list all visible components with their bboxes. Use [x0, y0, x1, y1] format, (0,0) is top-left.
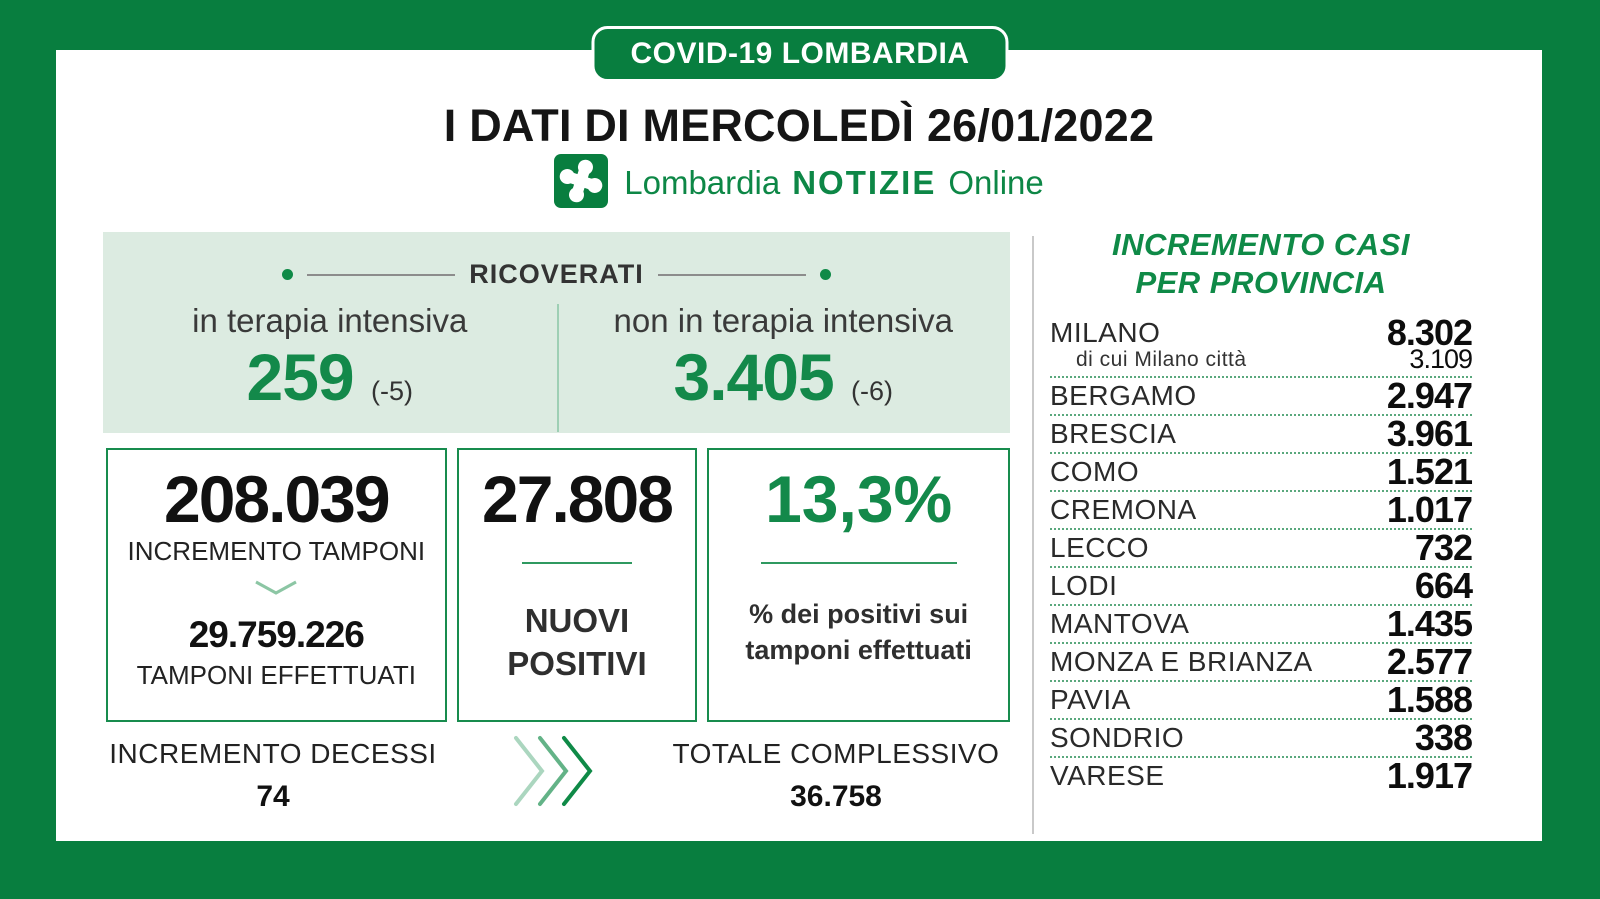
terapia-intensiva-label: in terapia intensiva: [192, 302, 468, 339]
non-terapia-intensiva-column: non in terapia intensiva 3.405 (-6): [557, 302, 1011, 410]
ricoverati-section: RICOVERATI in terapia intensiva 259 (-5)…: [103, 232, 1010, 433]
panel-vertical-divider: [1032, 236, 1034, 834]
divider-line: [760, 562, 957, 564]
province-value: 1.017: [1386, 488, 1473, 530]
province-row-pavia: PAVIA 1.588: [1050, 678, 1473, 720]
province-value: 2.577: [1386, 640, 1473, 682]
province-value: 2.947: [1386, 374, 1473, 416]
province-value: 1.521: [1386, 450, 1473, 492]
page-title: I DATI DI MERCOLEDÌ 26/01/2022: [443, 100, 1155, 151]
column-divider: [556, 304, 559, 432]
content-area: I DATI DI MERCOLEDÌ 26/01/2022 Lomba: [56, 50, 1542, 841]
province-row-sondrio: SONDRIO 338: [1050, 716, 1473, 758]
province-subrow-milano-citta: di cui Milano città 3.109: [1050, 344, 1473, 375]
province-panel-title-line2: PER PROVINCIA: [1135, 264, 1387, 300]
ricoverati-header: RICOVERATI: [103, 259, 1010, 290]
province-value: 3.109: [1409, 344, 1473, 375]
province-value: 338: [1414, 716, 1473, 758]
province-value: 1.588: [1386, 678, 1473, 720]
province-panel-title: INCREMENTO CASI PER PROVINCIA: [1050, 226, 1472, 302]
province-row-mantova: MANTOVA 1.435: [1050, 602, 1473, 644]
non-terapia-intensiva-value: 3.405: [673, 340, 834, 414]
bullet-dot-icon: [282, 269, 294, 280]
province-name: LECCO: [1050, 531, 1149, 563]
percentuale-positivi-box: 13,3% % dei positivi sui tamponi effettu…: [707, 448, 1010, 722]
header-line: [307, 273, 456, 276]
province-name: MANTOVA: [1050, 607, 1190, 639]
lombardia-notizie-logo: Lombardia NOTIZIE Online: [56, 153, 1542, 213]
totale-complessivo-value: 36.758: [790, 780, 882, 813]
non-terapia-intensiva-delta: (-6): [851, 376, 893, 406]
tamponi-box: 208.039 INCREMENTO TAMPONI 29.759.226 TA…: [106, 448, 447, 722]
tamponi-effettuati-value: 29.759.226: [188, 614, 365, 655]
province-name: BRESCIA: [1050, 417, 1177, 449]
non-terapia-intensiva-label: non in terapia intensiva: [613, 302, 953, 339]
province-name: MILANO: [1050, 316, 1161, 348]
province-row-lodi: LODI 664: [1050, 564, 1473, 606]
totale-complessivo-block: TOTALE COMPLESSIVO 36.758: [656, 738, 1016, 814]
province-row-monza-e-brianza: MONZA E BRIANZA 2.577: [1050, 640, 1473, 682]
province-name: BERGAMO: [1050, 379, 1197, 411]
province-row-milano: MILANO 8.302: [1050, 311, 1473, 353]
province-name: VARESE: [1050, 759, 1165, 791]
logo-wordmark: Lombardia NOTIZIE Online: [624, 164, 1044, 202]
incremento-decessi-block: INCREMENTO DECESSI 74: [103, 738, 443, 814]
province-value: 1.917: [1386, 754, 1473, 796]
province-row-lecco: LECCO 732: [1050, 526, 1473, 568]
province-value: 3.961: [1386, 412, 1473, 454]
province-value: 1.435: [1386, 602, 1473, 644]
province-value: 732: [1414, 526, 1473, 568]
terapia-intensiva-value-row: 259 (-5): [103, 344, 557, 410]
province-value: 8.302: [1386, 311, 1473, 353]
logo-brand: Lombardia: [624, 164, 781, 201]
covid-lombardia-badge: COVID-19 LOMBARDIA: [591, 26, 1009, 82]
terapia-intensiva-delta: (-5): [370, 376, 413, 406]
incremento-tamponi-label: INCREMENTO TAMPONI: [127, 536, 426, 566]
nuovi-positivi-value: 27.808: [482, 462, 674, 536]
terapia-intensiva-column: in terapia intensiva 259 (-5): [103, 302, 557, 410]
bullet-dot-icon: [819, 269, 831, 280]
divider-line: [521, 562, 632, 564]
ricoverati-columns: in terapia intensiva 259 (-5) non in ter…: [103, 302, 1011, 432]
province-panel-title-line1: INCREMENTO CASI: [1111, 227, 1410, 262]
nuovi-positivi-label: NUOVI POSITIVI: [507, 602, 647, 682]
province-row-como: COMO 1.521: [1050, 450, 1473, 492]
chevron-down-icon: [253, 579, 299, 602]
province-value: 664: [1414, 564, 1473, 606]
province-name: di cui Milano città: [1076, 347, 1247, 371]
province-name: SONDRIO: [1050, 721, 1185, 753]
province-row-cremona: CREMONA 1.017: [1050, 488, 1473, 530]
province-name: MONZA E BRIANZA: [1050, 645, 1313, 677]
rosa-camuna-icon: [554, 153, 609, 213]
totale-complessivo-label: TOTALE COMPLESSIVO: [672, 738, 1000, 769]
incremento-decessi-label: INCREMENTO DECESSI: [109, 738, 437, 769]
province-row-varese: VARESE 1.917: [1050, 754, 1473, 796]
ricoverati-label: RICOVERATI: [469, 259, 644, 289]
incremento-decessi-value: 74: [256, 780, 290, 813]
incremento-tamponi-value: 208.039: [164, 462, 391, 536]
percentuale-positivi-label: % dei positivi sui tamponi effettuati: [745, 599, 972, 666]
header-line: [657, 273, 806, 276]
province-name: COMO: [1050, 455, 1140, 487]
non-terapia-intensiva-value-row: 3.405 (-6): [557, 344, 1011, 410]
stat-boxes-row: 208.039 INCREMENTO TAMPONI 29.759.226 TA…: [106, 448, 1010, 722]
percentuale-positivi-value: 13,3%: [765, 462, 953, 536]
province-name: LODI: [1050, 569, 1118, 601]
logo-online: Online: [948, 164, 1044, 201]
province-name: CREMONA: [1050, 493, 1197, 525]
province-panel: INCREMENTO CASI PER PROVINCIA MILANO 8.3…: [1050, 226, 1473, 796]
nuovi-positivi-box: 27.808 NUOVI POSITIVI: [456, 448, 698, 722]
logo-notizie: NOTIZIE: [792, 164, 937, 201]
chevrons-right-icon: [508, 730, 600, 817]
terapia-intensiva-value: 259: [246, 340, 355, 414]
province-list: MILANO 8.302 di cui Milano città 3.109 B…: [1050, 311, 1473, 796]
tamponi-effettuati-label: TAMPONI EFFETTUATI: [136, 660, 416, 690]
province-row-brescia: BRESCIA 3.961: [1050, 412, 1473, 454]
province-row-bergamo: BERGAMO 2.947: [1050, 374, 1473, 416]
province-name: PAVIA: [1050, 683, 1131, 715]
